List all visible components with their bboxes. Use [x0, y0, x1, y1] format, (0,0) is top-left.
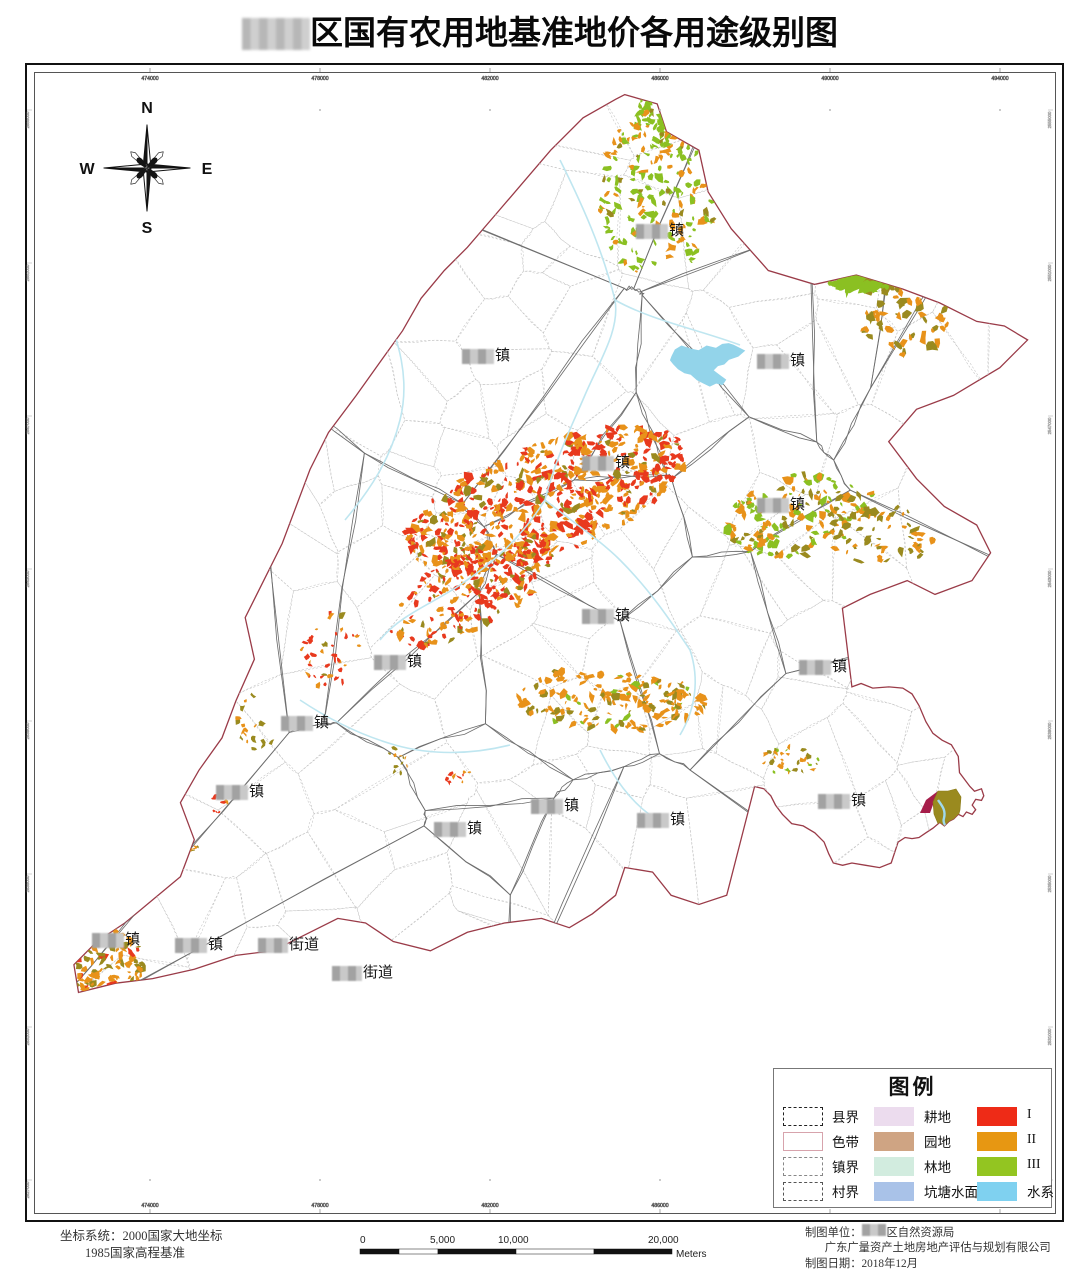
svg-text:5,000: 5,000: [430, 1235, 455, 1246]
svg-text:10,000: 10,000: [498, 1235, 529, 1246]
svg-text:0: 0: [360, 1235, 366, 1246]
svg-text:Meters: Meters: [676, 1249, 707, 1260]
svg-text:20,000: 20,000: [648, 1235, 679, 1246]
